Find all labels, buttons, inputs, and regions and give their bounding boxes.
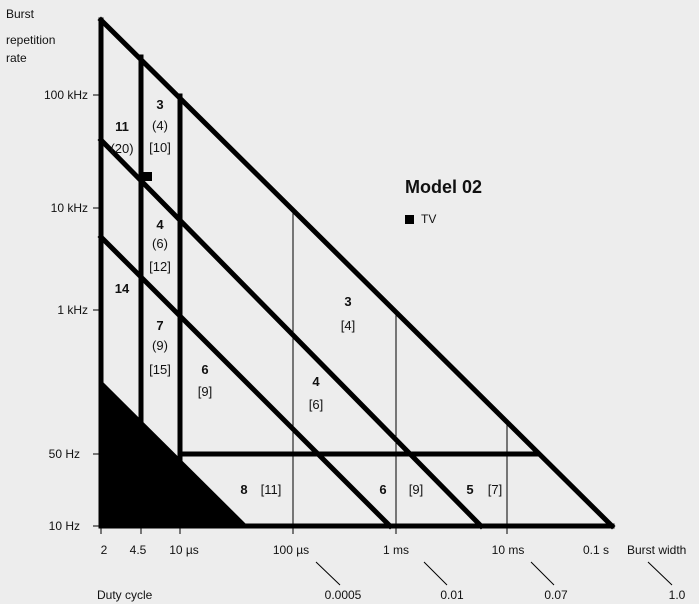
y-tick-10hz: 10 Hz (49, 519, 80, 533)
diagonal-upper (97, 136, 485, 530)
x-axis-title: Burst width (627, 543, 686, 557)
x-tick-4-5: 4.5 (130, 543, 147, 557)
region-6b-bracket: [9] (409, 482, 423, 497)
y-tick-100khz: 100 kHz (44, 88, 88, 102)
region-6b-main: 6 (379, 482, 386, 497)
region-8-main: 8 (240, 482, 247, 497)
region-8-bracket: [11] (261, 482, 282, 497)
legend-label: TV (421, 212, 436, 226)
region-7-paren: (9) (152, 338, 168, 353)
duty-cycle-0-0005: 0.0005 (325, 588, 362, 602)
y-axis-title-line3: rate (6, 51, 27, 65)
x-tick-100us: 100 µs (273, 543, 309, 557)
region-4-paren: (6) (152, 236, 168, 251)
region-6a-bracket: [9] (198, 384, 212, 399)
x-tick-0-1s: 0.1 s (583, 543, 609, 557)
region-4-mid-bracket: [6] (309, 397, 323, 412)
region-6a-main: 6 (201, 362, 208, 377)
region-14-main: 14 (115, 281, 130, 296)
x-tick-1ms: 1 ms (383, 543, 409, 557)
duty-cycle-0-07: 0.07 (544, 588, 568, 602)
duty-cycle-leaders (315, 561, 673, 586)
boundary-lines (97, 16, 616, 530)
hypotenuse-line (97, 16, 616, 530)
y-axis-title-line1: Burst (6, 7, 35, 21)
y-tick-1khz: 1 kHz (57, 303, 88, 317)
y-tick-marks (93, 94, 101, 527)
y-tick-10khz: 10 kHz (51, 201, 88, 215)
duty-cycle-1-0: 1.0 (669, 588, 686, 602)
region-3-top-paren: (4) (152, 118, 168, 133)
region-3-top-bracket: [10] (149, 140, 171, 155)
y-tick-50hz: 50 Hz (49, 447, 80, 461)
model-title: Model 02 (405, 177, 482, 197)
diagonal-lower (97, 233, 394, 530)
region-4-bracket: [12] (149, 259, 171, 274)
x-tick-10us: 10 µs (169, 543, 199, 557)
region-5-main: 5 (466, 482, 473, 497)
region-5-bracket: [7] (488, 482, 502, 497)
region-4-mid-main: 4 (312, 374, 320, 389)
region-3-mid-bracket: [4] (341, 318, 355, 333)
region-11-paren: (20) (110, 141, 133, 156)
duty-cycle-0-01: 0.01 (440, 588, 464, 602)
filled-region (101, 380, 248, 526)
region-3-mid-main: 3 (344, 294, 351, 309)
x-tick-10ms: 10 ms (492, 543, 525, 557)
region-11-main: 11 (115, 119, 129, 134)
region-7-bracket: [15] (149, 362, 171, 377)
tv-marker (143, 172, 152, 181)
y-axis-title-line2: repetition (6, 33, 55, 47)
region-4-main: 4 (156, 217, 164, 232)
x-tick-2: 2 (101, 543, 108, 557)
legend-swatch (405, 215, 414, 224)
thin-gridlines (292, 209, 508, 526)
region-3-top-main: 3 (156, 97, 163, 112)
x-tick-marks (100, 526, 508, 534)
duty-cycle-label: Duty cycle (97, 588, 153, 602)
region-7-main: 7 (156, 318, 163, 333)
